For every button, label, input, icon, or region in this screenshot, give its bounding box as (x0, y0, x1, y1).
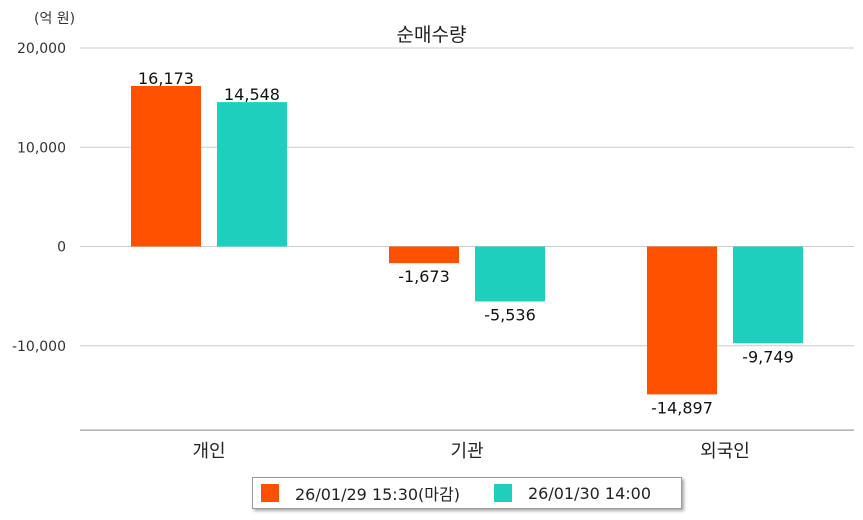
x-category-label: 기관 (450, 441, 483, 462)
unit-label: (억 원) (34, 11, 76, 27)
bar (733, 246, 803, 344)
legend: 26/01/29 15:30(마감) 26/01/30 14:00 (252, 477, 682, 509)
bar (131, 85, 201, 247)
y-tick-label: 0 (57, 240, 66, 256)
data-label: -9,749 (742, 347, 794, 366)
legend-item-series-2[interactable]: 26/01/30 14:00 (493, 483, 652, 503)
y-tick-label: 10,000 (17, 140, 66, 156)
data-label: -1,673 (398, 267, 450, 286)
x-category-label: 개인 (192, 441, 225, 462)
legend-swatch-series-2 (493, 484, 512, 502)
y-tick-label: -10,000 (12, 339, 66, 355)
data-label: -5,536 (484, 305, 536, 324)
bar (217, 102, 287, 247)
bar (475, 246, 545, 302)
legend-swatch-series-1 (261, 484, 279, 502)
data-label: 16,173 (138, 69, 194, 88)
legend-label-series-1: 26/01/29 15:30(마감) (295, 485, 460, 504)
y-tick-label: 20,000 (17, 41, 66, 57)
data-label: -14,897 (651, 398, 713, 417)
chart-title: 순매수량 (396, 24, 467, 46)
data-label: 14,548 (224, 85, 280, 104)
legend-item-series-1[interactable]: 26/01/29 15:30(마감) (261, 481, 460, 505)
x-category-label: 외국인 (700, 441, 750, 462)
bar (389, 246, 459, 264)
bar (647, 246, 717, 395)
legend-label-series-2: 26/01/30 14:00 (527, 483, 652, 503)
